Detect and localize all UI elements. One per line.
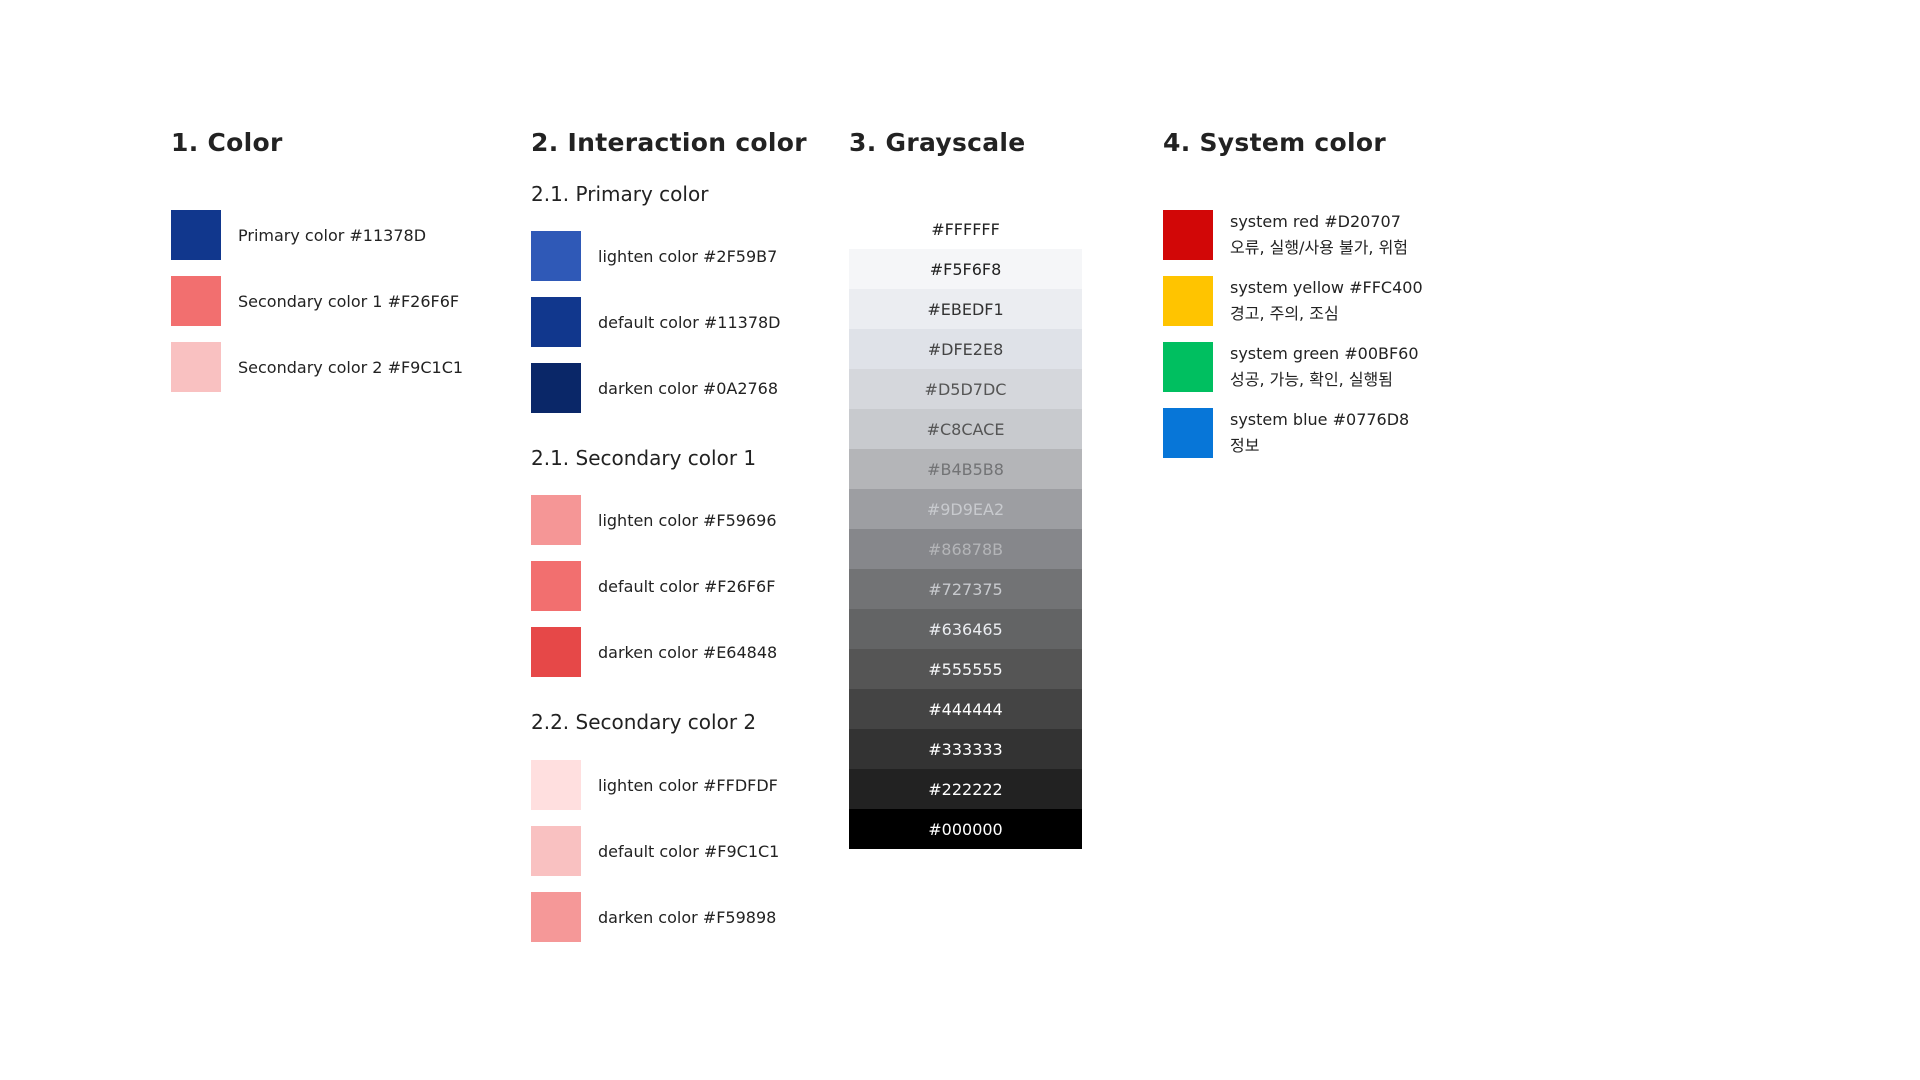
system-description: 정보 — [1230, 436, 1260, 455]
grayscale-section: 3. Grayscale #FFFFFF #F5F6F8 #EBEDF1 #DFE2E… — [849, 128, 1089, 849]
primary-default: default color #11378D — [531, 297, 781, 347]
color-swatch — [531, 826, 581, 876]
grayscale-label: #444444 — [928, 699, 1003, 719]
system-label: system yellow #FFC400 — [1230, 278, 1423, 297]
system-description: 경고, 주의, 조심 — [1230, 304, 1339, 323]
grayscale-label: #636465 — [928, 619, 1003, 639]
grayscale-swatch: #EBEDF1 — [849, 289, 1082, 329]
color-label: default color #11378D — [598, 312, 781, 332]
grayscale-label: #EBEDF1 — [927, 299, 1004, 319]
color-label: darken color #F59898 — [598, 907, 777, 927]
grayscale-swatch: #86878B — [849, 529, 1082, 569]
system-label-group: system red #D20707 오류, 실행/사용 불가, 위험 — [1230, 209, 1408, 261]
grayscale-label: #555555 — [928, 659, 1003, 679]
grayscale-swatch: #222222 — [849, 769, 1082, 809]
secondary-1-default: default color #F26F6F — [531, 561, 775, 611]
secondary-1-group-title: 2.1. Secondary color 1 — [531, 446, 757, 470]
color-swatch — [531, 297, 581, 347]
grayscale-swatch: #C8CACE — [849, 409, 1082, 449]
grayscale-swatch: #444444 — [849, 689, 1082, 729]
system-item-red: system red #D20707 오류, 실행/사용 불가, 위험 — [1163, 210, 1408, 260]
system-label: system red #D20707 — [1230, 212, 1401, 231]
color-swatch — [171, 210, 221, 260]
grayscale-label: #F5F6F8 — [929, 259, 1002, 279]
grayscale-swatch: #9D9EA2 — [849, 489, 1082, 529]
interaction-title: 2. Interaction color — [531, 128, 807, 157]
color-swatch — [171, 276, 221, 326]
color-label: Primary color #11378D — [238, 225, 427, 245]
color-swatch — [531, 892, 581, 942]
grayscale-label: #727375 — [928, 579, 1003, 599]
system-item-blue: system blue #0776D8 정보 — [1163, 408, 1409, 458]
grayscale-label: #000000 — [928, 819, 1003, 839]
system-description: 성공, 가능, 확인, 실행됨 — [1230, 370, 1393, 389]
grayscale-swatch: #555555 — [849, 649, 1082, 689]
color-swatch — [1163, 408, 1213, 458]
interaction-section: 2. Interaction color 2.1. Primary color … — [531, 128, 831, 942]
color-title: 1. Color — [171, 128, 283, 157]
color-swatch — [171, 342, 221, 392]
color-swatch — [531, 627, 581, 677]
color-label: lighten color #FFDFDF — [598, 775, 778, 795]
color-swatch — [1163, 210, 1213, 260]
color-swatch — [531, 495, 581, 545]
grayscale-swatch: #B4B5B8 — [849, 449, 1082, 489]
secondary-2-darken: darken color #F59898 — [531, 892, 776, 942]
color-label: Secondary color 1 #F26F6F — [238, 291, 460, 311]
grayscale-swatch: #D5D7DC — [849, 369, 1082, 409]
secondary-1-lighten: lighten color #F59696 — [531, 495, 777, 545]
system-label-group: system blue #0776D8 정보 — [1230, 407, 1409, 459]
secondary-2-default: default color #F9C1C1 — [531, 826, 779, 876]
secondary-2-lighten: lighten color #FFDFDF — [531, 760, 778, 810]
color-item-secondary-2: Secondary color 2 #F9C1C1 — [171, 342, 463, 392]
color-swatch — [1163, 342, 1213, 392]
system-section: 4. System color system red #D20707 오류, 실… — [1163, 128, 1483, 458]
grayscale-label: #333333 — [928, 739, 1003, 759]
color-label: default color #F26F6F — [598, 576, 776, 596]
grayscale-swatch: #F5F6F8 — [849, 249, 1082, 289]
grayscale-label: #9D9EA2 — [926, 499, 1005, 519]
color-label: darken color #0A2768 — [598, 378, 779, 398]
primary-group-title: 2.1. Primary color — [531, 182, 709, 206]
color-swatch — [1163, 276, 1213, 326]
grayscale-label: #D5D7DC — [924, 379, 1007, 399]
grayscale-label: #B4B5B8 — [927, 459, 1004, 479]
grayscale-swatch: #FFFFFF — [849, 209, 1082, 249]
color-item-secondary-1: Secondary color 1 #F26F6F — [171, 276, 459, 326]
color-label: darken color #E64848 — [598, 642, 778, 662]
color-label: lighten color #2F59B7 — [598, 246, 778, 266]
secondary-1-darken: darken color #E64848 — [531, 627, 777, 677]
color-label: Secondary color 2 #F9C1C1 — [238, 357, 464, 377]
color-label: default color #F9C1C1 — [598, 841, 780, 861]
grayscale-label: #222222 — [928, 779, 1003, 799]
grayscale-label: #86878B — [927, 539, 1004, 559]
grayscale-title: 3. Grayscale — [849, 128, 1026, 157]
grayscale-swatch: #DFE2E8 — [849, 329, 1082, 369]
system-label: system green #00BF60 — [1230, 344, 1419, 363]
system-label: system blue #0776D8 — [1230, 410, 1410, 429]
grayscale-swatch: #000000 — [849, 809, 1082, 849]
system-description: 오류, 실행/사용 불가, 위험 — [1230, 238, 1409, 257]
system-label-group: system yellow #FFC400 경고, 주의, 조심 — [1230, 275, 1423, 327]
color-section: 1. Color Primary color #11378D Secondary… — [171, 128, 491, 392]
system-item-green: system green #00BF60 성공, 가능, 확인, 실행됨 — [1163, 342, 1419, 392]
grayscale-swatch: #636465 — [849, 609, 1082, 649]
grayscale-label: #DFE2E8 — [927, 339, 1004, 359]
grayscale-swatch: #727375 — [849, 569, 1082, 609]
color-item-primary: Primary color #11378D — [171, 210, 426, 260]
system-title: 4. System color — [1163, 128, 1387, 157]
primary-lighten: lighten color #2F59B7 — [531, 231, 777, 281]
primary-darken: darken color #0A2768 — [531, 363, 778, 413]
grayscale-label: #C8CACE — [926, 419, 1005, 439]
system-item-yellow: system yellow #FFC400 경고, 주의, 조심 — [1163, 276, 1423, 326]
color-swatch — [531, 760, 581, 810]
system-label-group: system green #00BF60 성공, 가능, 확인, 실행됨 — [1230, 341, 1419, 393]
grayscale-swatch: #333333 — [849, 729, 1082, 769]
grayscale-label: #FFFFFF — [931, 219, 1000, 239]
color-swatch — [531, 231, 581, 281]
color-swatch — [531, 561, 581, 611]
secondary-2-group-title: 2.2. Secondary color 2 — [531, 710, 757, 734]
color-swatch — [531, 363, 581, 413]
color-label: lighten color #F59696 — [598, 510, 777, 530]
